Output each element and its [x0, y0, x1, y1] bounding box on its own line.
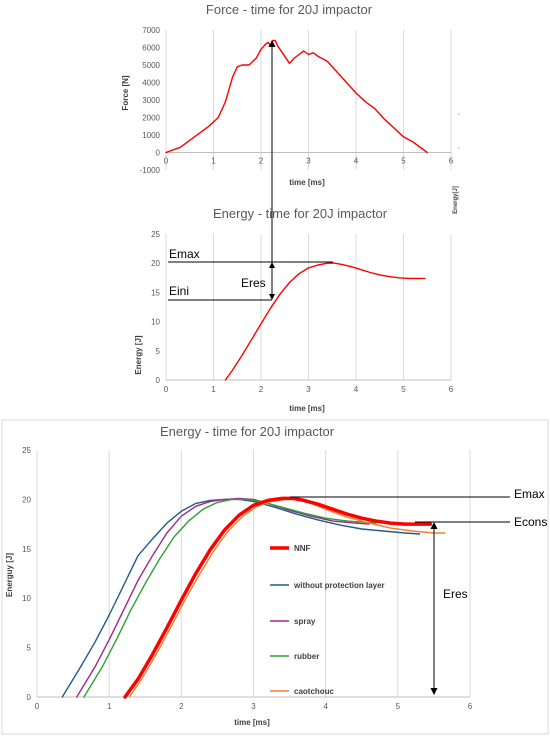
- peak-connector-arrowhead: [268, 40, 276, 47]
- x-tick-label: 4: [323, 702, 328, 711]
- y-tick-label: 1000: [142, 131, 160, 140]
- x-tick-label: 0: [164, 157, 169, 166]
- series-line-energy1: [224, 262, 426, 381]
- energy-chart-single-title: Energy - time for 20J impactor: [213, 206, 388, 221]
- series-line-rubber: [83, 498, 377, 698]
- x-tick-label: 1: [107, 702, 112, 711]
- force-x-axis-label: time [ms]: [289, 178, 325, 187]
- x-tick-label: 3: [306, 385, 311, 394]
- energy-single-y-axis-label: Energy [J]: [134, 335, 143, 374]
- legend-label: spray: [294, 617, 316, 626]
- x-tick-label: 1: [211, 385, 216, 394]
- y-tick-label: 6000: [142, 44, 160, 53]
- x-tick-label: 2: [259, 385, 264, 394]
- y-tick-label: -1000: [140, 166, 161, 175]
- y-tick-label: 0: [156, 376, 161, 385]
- x-tick-label: 2: [259, 157, 264, 166]
- y-tick-label: 4000: [142, 79, 160, 88]
- y-tick-label: 25: [151, 230, 160, 239]
- series-line-without-protection-layer: [61, 498, 421, 698]
- comparison-chart-frame: [1, 419, 549, 735]
- comparison-legend: NNF without protection layer spray rubber ca…: [270, 544, 385, 696]
- x-tick-label: 0: [35, 702, 40, 711]
- energy-axis-fragment-label: Energy[J]: [453, 186, 459, 214]
- energy-single-x-axis-label: time [ms]: [289, 404, 325, 413]
- y-tick-label: 10: [22, 594, 31, 603]
- x-tick-label: 5: [396, 702, 401, 711]
- eres-arrowhead-comparison-up: [430, 522, 438, 529]
- stray-dot-a: ·: [458, 112, 460, 118]
- y-tick-label: 10: [151, 318, 160, 327]
- stray-dot-b: ·: [458, 146, 460, 152]
- y-tick-label: 5: [156, 347, 161, 356]
- eres-label-comparison: Eres: [443, 587, 468, 601]
- eini-label-single: Eini: [169, 284, 189, 298]
- energy-comparison-title: Energy - time for 20J impactor: [160, 424, 335, 439]
- series-line-spray: [76, 497, 370, 698]
- eres-label-single: Eres: [241, 276, 266, 290]
- x-tick-label: 1: [211, 157, 216, 166]
- force-chart-title: Force - time for 20J impactor: [206, 2, 373, 17]
- force-y-axis-label: Force [N]: [121, 75, 130, 110]
- energy-chart-comparison: Energy - time for 20J impactor Energuy […: [5, 424, 547, 727]
- y-tick-label: 25: [22, 446, 31, 455]
- legend-label: without protection layer: [293, 581, 385, 590]
- x-tick-label: 3: [306, 157, 311, 166]
- econs-label-comparison: Econs: [514, 515, 547, 529]
- emax-label-single: Emax: [169, 247, 200, 261]
- y-tick-label: 0: [27, 693, 32, 702]
- legend-label: rubber: [294, 652, 319, 661]
- series-line-nnf: [123, 496, 433, 699]
- y-tick-label: 15: [151, 288, 160, 297]
- y-tick-label: 3000: [142, 96, 160, 105]
- y-tick-label: 7000: [142, 26, 160, 35]
- eres-arrowhead-comparison-down: [430, 688, 438, 695]
- eres-arrowhead-down: [269, 294, 275, 300]
- y-tick-label: 15: [22, 545, 31, 554]
- series-line-force: [165, 39, 428, 154]
- x-tick-label: 5: [401, 157, 406, 166]
- y-tick-label: 5000: [142, 61, 160, 70]
- y-tick-label: 0: [156, 149, 161, 158]
- x-tick-label: 3: [251, 702, 256, 711]
- legend-label: caotchouc: [294, 687, 335, 696]
- x-tick-label: 5: [401, 385, 406, 394]
- y-tick-label: 2000: [142, 114, 160, 123]
- energy-comparison-x-axis-label: time [ms]: [234, 718, 270, 727]
- x-tick-label: 4: [354, 157, 359, 166]
- energy-chart-single: Energy - time for 20J impactor Energy [J…: [134, 206, 454, 413]
- x-tick-label: 2: [179, 702, 184, 711]
- y-tick-label: 5: [27, 644, 32, 653]
- x-tick-label: 4: [354, 385, 359, 394]
- x-tick-label: 0: [164, 385, 169, 394]
- x-tick-label: 6: [449, 157, 454, 166]
- y-tick-label: 20: [22, 495, 31, 504]
- y-tick-label: 20: [151, 259, 160, 268]
- x-tick-label: 6: [449, 385, 454, 394]
- legend-label: NNF: [294, 544, 311, 553]
- x-tick-label: 6: [468, 702, 473, 711]
- energy-comparison-y-axis-label: Energuy [J]: [5, 553, 14, 597]
- emax-label-comparison: Emax: [514, 487, 545, 501]
- eres-arrowhead-up: [269, 262, 275, 268]
- force-chart: Force - time for 20J impactor Force [N] …: [121, 2, 454, 187]
